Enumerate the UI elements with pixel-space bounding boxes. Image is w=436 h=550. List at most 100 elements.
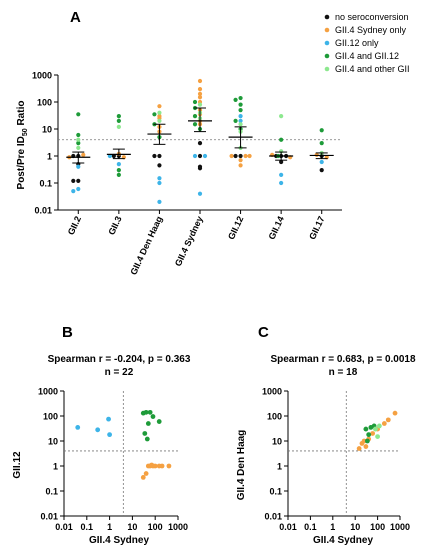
data-point [363, 444, 369, 449]
data-point [156, 419, 162, 424]
data-point [238, 102, 243, 107]
y-tick-label: 0.01 [34, 206, 52, 216]
data-point [76, 145, 81, 150]
data-point [376, 423, 382, 429]
legend-label: GII.12 only [335, 38, 379, 48]
y-tick-label: 0.01 [40, 512, 58, 522]
data-point [76, 112, 81, 117]
x-tick-label: 0.1 [81, 522, 94, 532]
data-point [238, 153, 243, 159]
data-point [81, 152, 86, 157]
y-tick-label: 1 [47, 152, 52, 162]
data-point [197, 141, 203, 146]
data-point [279, 159, 284, 165]
y-tick-label: 1 [277, 462, 282, 472]
data-point [197, 164, 203, 169]
data-point [279, 172, 284, 177]
y-tick-label: 10 [272, 437, 282, 447]
chart-title: Spearman r = -0.204, p = 0.363 [48, 354, 191, 365]
panel-letter-c: C [258, 324, 269, 341]
legend-marker [324, 27, 330, 33]
data-point [157, 153, 162, 159]
data-point [157, 199, 162, 204]
data-point [243, 153, 248, 159]
legend-label: GII.4 Sydney only [335, 25, 407, 35]
panel-a-axes: 0.01 0.1 1 10 100 1000 GII.2 GII.3 GII.4 Den Haa… [32, 71, 342, 276]
data-point [157, 180, 162, 186]
data-point [197, 153, 203, 159]
x-tick-label: 1 [107, 522, 112, 532]
data-point [157, 163, 162, 168]
data-point [319, 128, 324, 133]
data-point [192, 99, 198, 105]
panel-letter-a: A [70, 9, 81, 26]
data-point [319, 141, 324, 146]
data-point [143, 471, 149, 476]
data-point [192, 122, 198, 127]
x-tick-label: GII.2 [66, 215, 83, 237]
data-point [356, 446, 362, 451]
data-point [319, 168, 324, 173]
data-point [157, 104, 162, 109]
y-axis-label: GII.4 Den Haag [236, 430, 247, 501]
data-point [116, 168, 121, 173]
panel-letter-b: B [62, 324, 73, 341]
data-point [116, 124, 121, 129]
y-tick-label: 0.1 [39, 179, 52, 189]
x-axis-label: GII.4 Sydney [313, 535, 373, 546]
legend: no seroconversion GII.4 Sydney only GII.12… [324, 12, 410, 74]
data-point [279, 180, 284, 186]
data-point [157, 176, 162, 181]
data-point [116, 118, 121, 123]
data-point [238, 95, 243, 101]
data-point [392, 410, 398, 416]
data-point [76, 178, 81, 183]
y-tick-label: 100 [37, 98, 52, 108]
data-point [95, 427, 101, 433]
data-point [192, 153, 198, 159]
data-point [76, 132, 81, 138]
legend-marker [324, 66, 330, 72]
data-point [76, 164, 81, 169]
data-point [375, 434, 380, 439]
y-axis-label: Post/Pre ID50 Ratio [16, 101, 29, 190]
y-tick-label: 10 [48, 437, 58, 447]
x-axis-label: GII.4 Sydney [89, 535, 149, 546]
data-point [319, 159, 324, 165]
legend-label: GII.4 and GII.12 [335, 51, 399, 61]
data-point [238, 118, 243, 123]
data-point [364, 438, 370, 444]
panel-b: B Spearman r = -0.204, p = 0.363 n = 22 … [12, 324, 191, 546]
data-point [116, 172, 121, 177]
chart-subtitle: n = 22 [105, 367, 134, 378]
data-point [147, 409, 153, 415]
data-point [71, 178, 76, 183]
data-point [197, 102, 203, 107]
data-point [192, 114, 198, 119]
data-point [76, 141, 81, 146]
x-tick-label: 0.01 [55, 522, 73, 532]
x-tick-label: 1000 [168, 522, 188, 532]
chart-subtitle: n = 18 [329, 367, 358, 378]
data-point [279, 114, 284, 119]
y-tick-label: 100 [43, 412, 58, 422]
data-point [370, 431, 376, 436]
y-tick-label: 1 [53, 462, 58, 472]
data-point [238, 108, 243, 113]
y-tick-label: 1000 [32, 71, 52, 81]
data-point [116, 162, 121, 167]
y-tick-label: 100 [267, 412, 282, 422]
panel-c: C Spearman r = 0.683, p = 0.0018 n = 18 … [236, 324, 416, 546]
data-point [238, 114, 243, 119]
data-point [144, 436, 150, 442]
x-tick-label: GII.3 [106, 215, 123, 237]
x-tick-label: 10 [350, 522, 360, 532]
data-point [152, 112, 157, 117]
data-point [71, 189, 76, 194]
y-tick-label: 1000 [38, 387, 58, 397]
data-point [157, 118, 162, 123]
data-point [238, 158, 243, 163]
legend-label: GII.4 and other GII [335, 64, 410, 74]
data-point [233, 153, 238, 159]
data-point [197, 78, 203, 84]
